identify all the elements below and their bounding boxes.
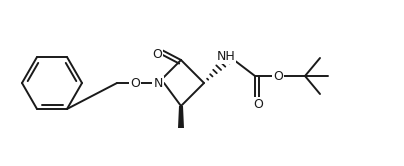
Text: O: O xyxy=(152,47,162,60)
Text: O: O xyxy=(130,77,140,89)
Text: N: N xyxy=(153,77,163,89)
Polygon shape xyxy=(178,106,184,128)
Text: O: O xyxy=(273,70,283,83)
Text: NH: NH xyxy=(217,49,236,63)
Text: O: O xyxy=(253,97,263,111)
